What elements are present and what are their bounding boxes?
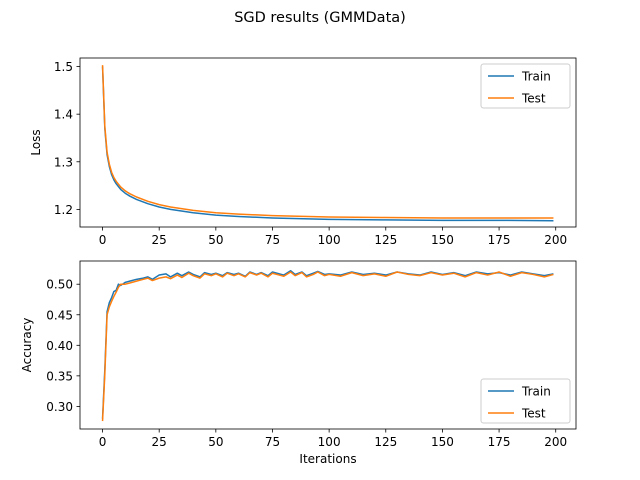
y-tick-label: 1.3 (54, 155, 73, 169)
x-tick-label: 0 (99, 435, 107, 449)
axes-frame (79, 57, 577, 228)
x-tick-label: 150 (431, 435, 454, 449)
y-tick-label: 0.35 (46, 369, 73, 383)
y-axis: 1.2 1.3 1.4 1.5 (54, 60, 80, 217)
x-tick-label: 200 (544, 233, 567, 247)
y-axis-title: Accuracy (20, 318, 34, 373)
legend-box (480, 378, 571, 424)
x-tick-label: 0 (99, 233, 107, 247)
y-tick-label: 1.5 (54, 60, 73, 74)
figure-title: SGD results (GMMData) (234, 10, 406, 26)
y-tick-label: 0.45 (46, 308, 73, 322)
x-tick-label: 25 (152, 435, 167, 449)
y-axis: 0.30 0.35 0.40 0.45 0.50 (46, 278, 80, 414)
y-tick-label: 1.2 (54, 203, 73, 217)
x-tick-label: 125 (374, 233, 397, 247)
x-tick-label: 75 (265, 435, 280, 449)
legend-label-train: Train (521, 385, 551, 399)
series-line-test (101, 271, 554, 422)
y-tick-label: 0.40 (46, 339, 73, 353)
x-tick-label: 100 (318, 233, 341, 247)
series-line-test (101, 65, 554, 219)
x-axis: 0 25 50 75 100 125 150 175 200 (99, 429, 567, 449)
x-tick-label: 75 (265, 233, 280, 247)
chart-1: 0 25 50 75 100 125 150 175 2000.300.350.400.450.… (20, 260, 577, 466)
x-tick-label: 25 (152, 233, 167, 247)
x-tick-label: 50 (208, 435, 223, 449)
legend: Train Test (480, 63, 571, 109)
x-tick-label: 200 (544, 435, 567, 449)
x-tick-label: 100 (318, 435, 341, 449)
legend: Train Test (480, 378, 571, 424)
legend-label-test: Test (521, 92, 546, 106)
x-tick-label: 150 (431, 233, 454, 247)
y-tick-label: 0.30 (46, 400, 73, 414)
x-axis: 0 25 50 75 100 125 150 175 200 (99, 227, 567, 247)
legend-label-train: Train (521, 70, 551, 84)
y-tick-label: 0.50 (46, 278, 73, 292)
x-tick-label: 175 (488, 435, 511, 449)
charts: 0 25 50 75 100 125 150 175 200 1.2 1.3 1.4 1.5 Loss Tr… (20, 57, 577, 466)
x-tick-label: 175 (488, 233, 511, 247)
y-axis-title: Loss (29, 129, 43, 155)
x-tick-label: 50 (208, 233, 223, 247)
chart-0: 0 25 50 75 100 125 150 175 200 1.2 1.3 1.4 1.5 Loss Tr… (29, 57, 577, 247)
x-tick-label: 125 (374, 435, 397, 449)
legend-label-test: Test (521, 407, 546, 421)
y-tick-label: 1.4 (54, 108, 73, 122)
legend-box (480, 63, 571, 109)
chart-1-series (101, 270, 554, 422)
chart-0-series (101, 65, 554, 222)
x-axis-title: Iterations (299, 452, 356, 466)
